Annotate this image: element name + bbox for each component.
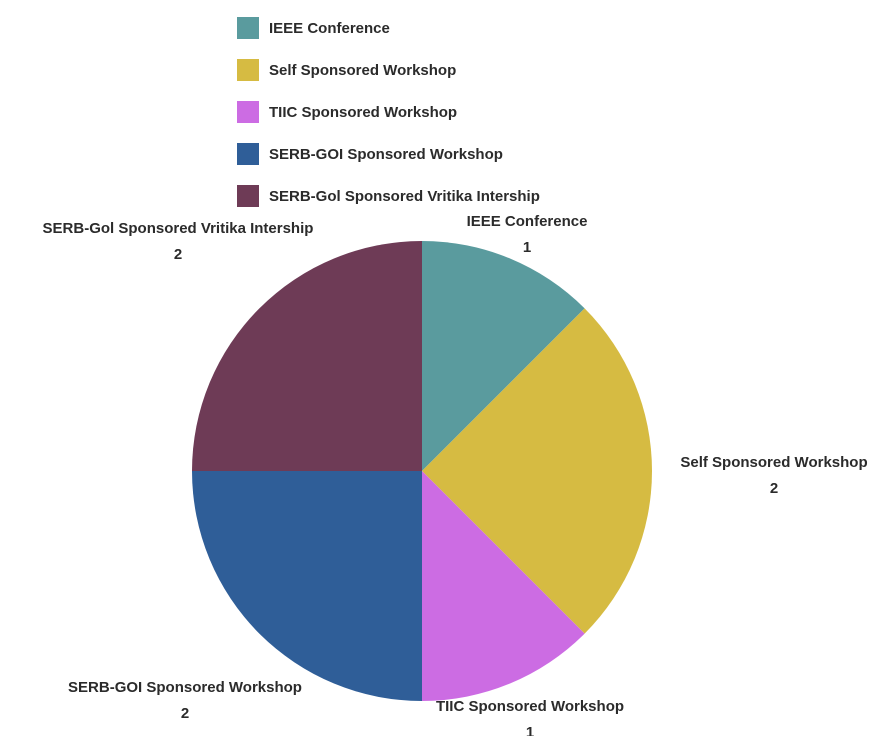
pie-slice-tiic-sponsored-workshop bbox=[422, 471, 585, 701]
legend-swatch-serb-gol-vritika-intership bbox=[237, 185, 259, 207]
legend-item-serb-gol-vritika-intership: SERB-Gol Sponsored Vritika Intership bbox=[237, 175, 540, 217]
legend-swatch-ieee-conference bbox=[237, 17, 259, 39]
legend-label-serb-gol-vritika-intership: SERB-Gol Sponsored Vritika Intership bbox=[269, 187, 540, 205]
pie-slices bbox=[192, 241, 652, 701]
pie-slice-self-sponsored-workshop bbox=[422, 308, 652, 634]
legend-item-self-sponsored-workshop: Self Sponsored Workshop bbox=[237, 49, 540, 91]
slice-value-ieee-conference: 1 bbox=[523, 239, 531, 256]
legend: IEEE Conference Self Sponsored Workshop … bbox=[237, 7, 540, 217]
legend-swatch-self-sponsored-workshop bbox=[237, 59, 259, 81]
slice-label-serb-gol-sponsored-vritika-intership: SERB-Gol Sponsored Vritika Intership bbox=[43, 220, 314, 237]
legend-swatch-tiic-sponsored-workshop bbox=[237, 101, 259, 123]
pie-slice-serb-gol-sponsored-vritika-intership bbox=[192, 241, 422, 471]
pie-slice-labels: IEEE Conference 1 Self Sponsored Workshop 2… bbox=[43, 213, 868, 736]
slice-value-serb-goi-sponsored-workshop: 2 bbox=[181, 705, 189, 722]
pie-slice-ieee-conference bbox=[422, 241, 585, 471]
legend-item-serb-goi-sponsored-workshop: SERB-GOI Sponsored Workshop bbox=[237, 133, 540, 175]
legend-item-ieee-conference: IEEE Conference bbox=[237, 7, 540, 49]
slice-value-serb-gol-sponsored-vritika-intership: 2 bbox=[174, 246, 182, 263]
legend-label-self-sponsored-workshop: Self Sponsored Workshop bbox=[269, 61, 457, 79]
slice-value-self-sponsored-workshop: 2 bbox=[770, 480, 778, 497]
slice-value-tiic-sponsored-workshop: 1 bbox=[526, 724, 534, 736]
legend-label-tiic-sponsored-workshop: TIIC Sponsored Workshop bbox=[269, 103, 458, 121]
slice-label-serb-goi-sponsored-workshop: SERB-GOI Sponsored Workshop bbox=[68, 679, 302, 696]
legend-swatch-serb-goi-sponsored-workshop bbox=[237, 143, 259, 165]
pie-slice-serb-goi-sponsored-workshop bbox=[192, 471, 422, 701]
slice-label-ieee-conference: IEEE Conference bbox=[467, 213, 588, 230]
legend-item-tiic-sponsored-workshop: TIIC Sponsored Workshop bbox=[237, 91, 540, 133]
slice-label-tiic-sponsored-workshop: TIIC Sponsored Workshop bbox=[436, 698, 624, 715]
legend-label-ieee-conference: IEEE Conference bbox=[269, 19, 390, 37]
legend-label-serb-goi-sponsored-workshop: SERB-GOI Sponsored Workshop bbox=[269, 145, 503, 163]
slice-label-self-sponsored-workshop: Self Sponsored Workshop bbox=[680, 454, 867, 471]
